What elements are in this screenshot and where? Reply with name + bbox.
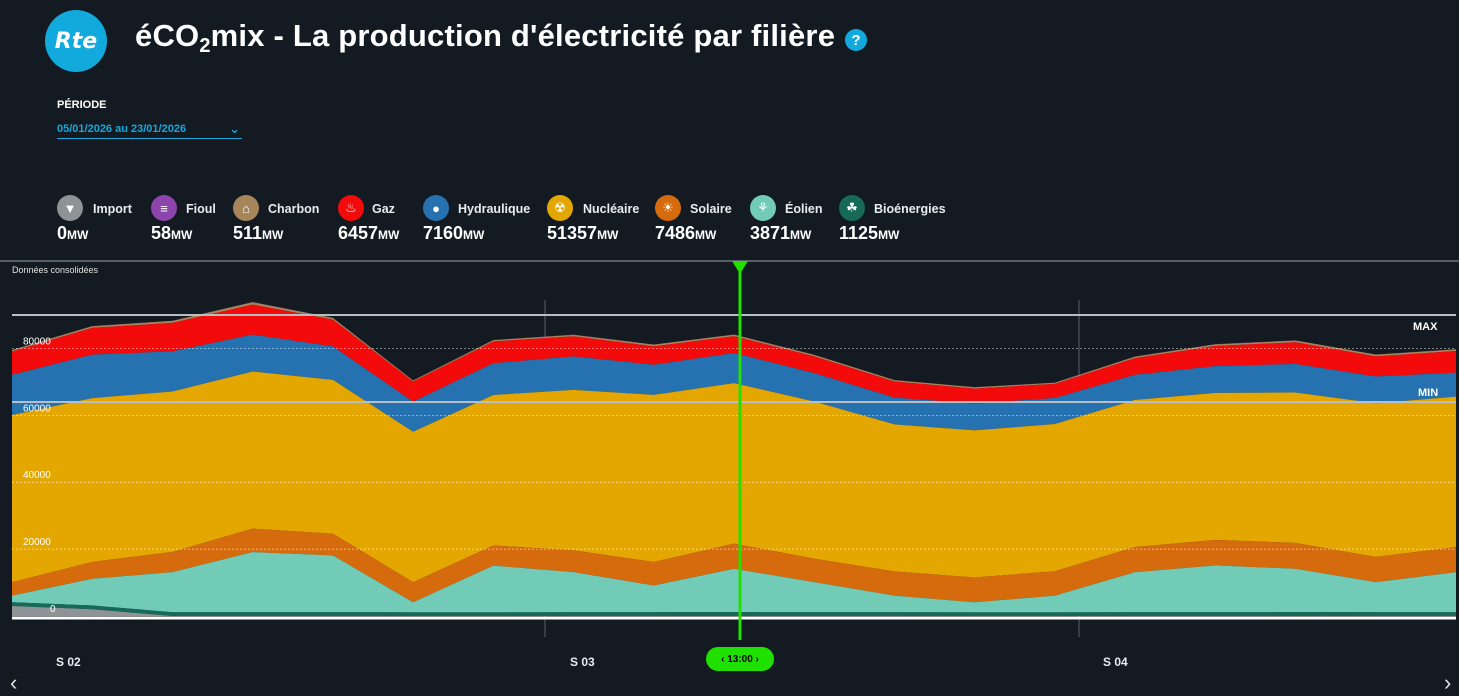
legend-value: 7160MW (423, 223, 485, 243)
coal-icon: ⌂ (233, 195, 259, 221)
chevron-right-icon: › (752, 653, 759, 665)
y-tick-label: 20000 (23, 537, 51, 548)
legend-value: 58MW (151, 223, 193, 243)
legend-name: Hydraulique (458, 202, 531, 216)
series-area-import (12, 605, 1456, 616)
series-area-éolien (12, 552, 1456, 613)
cursor-time: 13:00 (727, 653, 753, 665)
periode-label: PÉRIODE (57, 99, 107, 111)
max-label: MAX (1413, 321, 1438, 333)
legend-name: Éolien (785, 202, 823, 216)
legend-name: Gaz (372, 202, 395, 216)
fuel-icon: ≡ (151, 195, 177, 221)
legend-name: Bioénergies (874, 202, 946, 216)
chevron-left-icon: ‹ (721, 653, 728, 665)
series-area-gaz (12, 304, 1456, 404)
wind-turbine-icon: ⚘ (750, 195, 776, 221)
cursor-marker-icon (732, 261, 748, 274)
periode-select[interactable]: 05/01/2026 au 23/01/2026 ⌄ (57, 120, 242, 139)
help-label: ? (851, 31, 861, 49)
production-chart[interactable]: 0 20000 40000 60000 80000 MAX MIN (0, 260, 1459, 640)
title-part: mix - La production d'électricité par fi… (210, 18, 836, 53)
legend-value: 51357MW (547, 223, 619, 243)
legend-value: 7486MW (655, 223, 717, 243)
leaf-icon: ☘ (839, 195, 865, 221)
y-tick-label: 0 (50, 604, 56, 615)
week-label: S 03 (570, 655, 595, 669)
water-drop-icon: ● (423, 195, 449, 221)
title-subscript: 2 (199, 35, 211, 57)
legend-name: Charbon (268, 202, 320, 216)
legend-value: 0MW (57, 223, 89, 243)
time-cursor-handle[interactable]: ‹ 13:00 › (706, 647, 774, 671)
week-label: S 04 (1103, 655, 1128, 669)
y-tick-label: 60000 (23, 403, 51, 414)
min-label: MIN (1418, 387, 1438, 399)
legend-value: 511MW (233, 223, 284, 243)
series-area-nucléaire (12, 371, 1456, 583)
import-icon: ▼ (57, 195, 83, 221)
legend-name: Nucléaire (583, 202, 640, 216)
gas-flame-icon: ♨ (338, 195, 364, 221)
legend-value: 6457MW (338, 223, 400, 243)
title-part: éCO (135, 18, 200, 53)
legend-name: Solaire (690, 202, 732, 216)
y-tick-label: 80000 (23, 336, 51, 347)
rte-logo[interactable]: Rte (45, 10, 107, 72)
periode-value: 05/01/2026 au 23/01/2026 (57, 123, 187, 135)
chevron-down-icon: ⌄ (229, 121, 240, 136)
y-tick-label: 40000 (23, 470, 51, 481)
rte-logo-text: Rte (54, 28, 98, 54)
sun-icon: ☀ (655, 195, 681, 221)
consolidated-label: Données consolidées (12, 265, 99, 275)
series-area-solaire (12, 528, 1456, 603)
legend-name: Import (93, 202, 132, 216)
prev-arrow-icon[interactable]: ‹ (10, 670, 18, 695)
series-area-hydraulique (12, 334, 1456, 432)
legend-name: Fioul (186, 202, 216, 216)
nuclear-plant-icon: ☢ (547, 195, 573, 221)
help-icon[interactable]: ? (845, 29, 867, 51)
legend-value: 1125MW (839, 223, 900, 243)
legend-value: 3871MW (750, 223, 812, 243)
next-arrow-icon[interactable]: › (1444, 670, 1452, 695)
page-title: éCO2mix - La production d'électricité pa… (135, 18, 835, 58)
series-area-bioénergies (12, 602, 1456, 616)
week-label: S 02 (56, 655, 81, 669)
